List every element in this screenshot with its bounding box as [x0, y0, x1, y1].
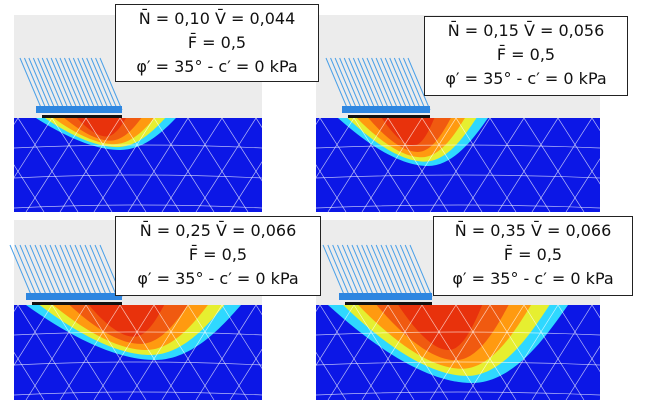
footing [42, 115, 122, 118]
mesh-line [600, 118, 646, 212]
label-line: F̄ = 0,5 [122, 31, 312, 55]
label-line: F̄ = 0,5 [122, 243, 314, 267]
panel-label: N̄ = 0,25 V̄ = 0,066 F̄ = 0,5 φ′ = 35° -… [115, 216, 321, 296]
load-band [36, 106, 122, 113]
panel-label: N̄ = 0,10 V̄ = 0,044 F̄ = 0,5 φ′ = 35° -… [115, 4, 319, 82]
footing [32, 302, 122, 305]
label-line: F̄ = 0,5 [440, 243, 626, 267]
load-band [342, 106, 430, 113]
mesh-line [264, 305, 324, 400]
figure: N̄ = 0,10 V̄ = 0,044 F̄ = 0,5 φ′ = 35° -… [0, 0, 646, 400]
mesh-line [256, 118, 316, 212]
label-line: N̄ = 0,35 V̄ = 0,066 [440, 219, 626, 243]
label-line: N̄ = 0,15 V̄ = 0,056 [431, 19, 621, 43]
mesh-line [264, 118, 324, 212]
label-line: φ′ = 35° - c′ = 0 kPa [431, 67, 621, 91]
label-line: φ′ = 35° - c′ = 0 kPa [122, 55, 312, 79]
mesh-line [626, 305, 646, 400]
label-line: N̄ = 0,10 V̄ = 0,044 [122, 7, 312, 31]
mesh-line [626, 118, 646, 212]
label-line: N̄ = 0,25 V̄ = 0,066 [122, 219, 314, 243]
mesh-line [260, 118, 320, 212]
mesh-line [634, 118, 646, 212]
load-band [26, 293, 122, 300]
mesh-line [0, 305, 10, 400]
panel-label: N̄ = 0,15 V̄ = 0,056 F̄ = 0,5 φ′ = 35° -… [424, 16, 628, 96]
footing [348, 115, 430, 118]
label-line: φ′ = 35° - c′ = 0 kPa [440, 267, 626, 291]
mesh-line [600, 305, 646, 400]
mesh-line [634, 305, 646, 400]
mesh-line [592, 305, 646, 400]
panel-label: N̄ = 0,35 V̄ = 0,066 F̄ = 0,5 φ′ = 35° -… [433, 216, 633, 296]
mesh-line [260, 305, 320, 400]
load-band [339, 293, 432, 300]
mesh-line [592, 118, 646, 212]
mesh-line [0, 118, 10, 212]
mesh-line [256, 305, 316, 400]
label-line: φ′ = 35° - c′ = 0 kPa [122, 267, 314, 291]
label-line: F̄ = 0,5 [431, 43, 621, 67]
footing [345, 302, 432, 305]
